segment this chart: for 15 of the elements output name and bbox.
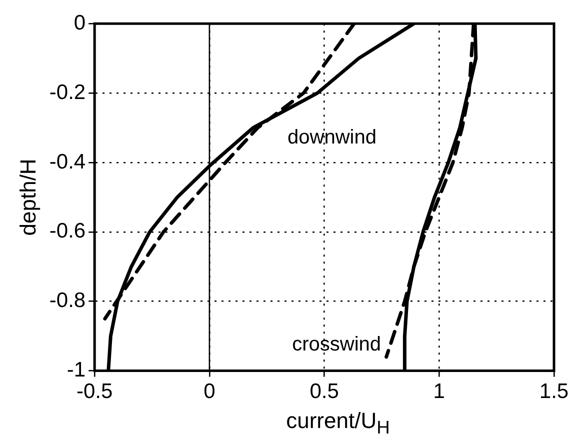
x-tick-label: 1 bbox=[433, 380, 445, 404]
x-tick-label: -0.5 bbox=[76, 380, 113, 404]
y-axis-title: depth/H bbox=[15, 158, 40, 236]
annotation: crosswind bbox=[292, 333, 382, 356]
y-tick-label: -1 bbox=[66, 358, 86, 382]
y-tick-label: -0.4 bbox=[49, 150, 86, 174]
y-tick-label: -0.8 bbox=[49, 289, 86, 312]
y-tick-label: -0.6 bbox=[49, 220, 86, 243]
x-tick-label: 0 bbox=[204, 380, 216, 404]
x-axis-title: current/U$_{H}$ bbox=[285, 408, 391, 438]
x-tick-label: 1.5 bbox=[539, 380, 569, 404]
y-tick-label: -0.2 bbox=[49, 80, 86, 104]
annotation: downwind bbox=[288, 126, 376, 149]
x-tick-label: 0.5 bbox=[310, 380, 339, 404]
y-tick-label: 0 bbox=[74, 11, 86, 34]
